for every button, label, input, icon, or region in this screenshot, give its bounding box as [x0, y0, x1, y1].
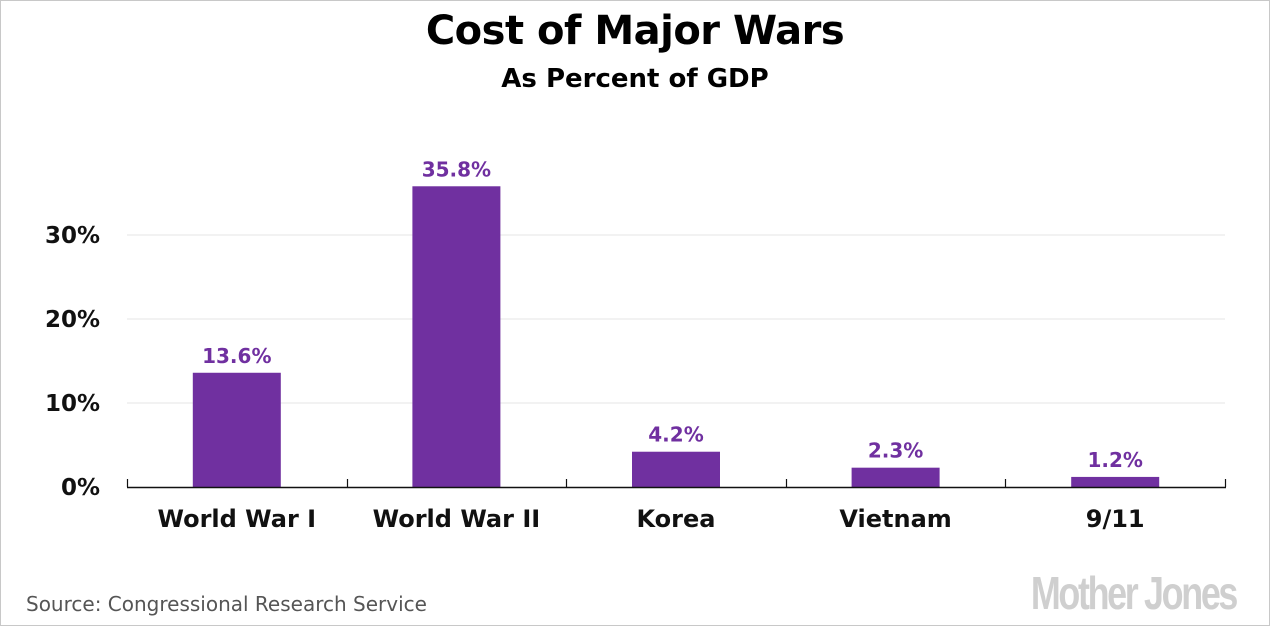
bar: [412, 186, 501, 487]
x-tick-label: Korea: [637, 505, 716, 533]
labels: 0% 10% 20% 30% 13.6% World War I 35.8% World Wa…: [45, 157, 1145, 533]
x-tick-label: World War II: [373, 505, 541, 533]
gridlines: [127, 234, 1225, 404]
bar: [851, 467, 940, 487]
bar: [1071, 476, 1160, 487]
y-tick-label: 30%: [45, 223, 100, 249]
publisher-logo: Mother Jones: [1030, 567, 1239, 619]
y-tick-label: 20%: [45, 307, 100, 333]
x-tick-label: World War I: [157, 505, 316, 533]
data-label: 1.2%: [1087, 448, 1142, 472]
y-tick-label: 0%: [61, 475, 100, 501]
x-tick-label: 9/11: [1086, 505, 1145, 533]
bar: [632, 451, 720, 487]
data-label: 2.3%: [868, 439, 923, 463]
source-note: Source: Congressional Research Service: [26, 592, 427, 616]
bar: [192, 372, 281, 487]
x-axis: [126, 479, 1227, 489]
bars: [192, 186, 1160, 487]
data-label: 4.2%: [648, 423, 703, 447]
x-tick-label: Vietnam: [839, 505, 951, 533]
data-label: 13.6%: [202, 344, 271, 368]
y-tick-label: 10%: [45, 391, 100, 417]
data-label: 35.8%: [422, 157, 491, 181]
chart-title: Cost of Major Wars: [425, 8, 845, 54]
chart-subtitle: As Percent of GDP: [501, 64, 769, 94]
